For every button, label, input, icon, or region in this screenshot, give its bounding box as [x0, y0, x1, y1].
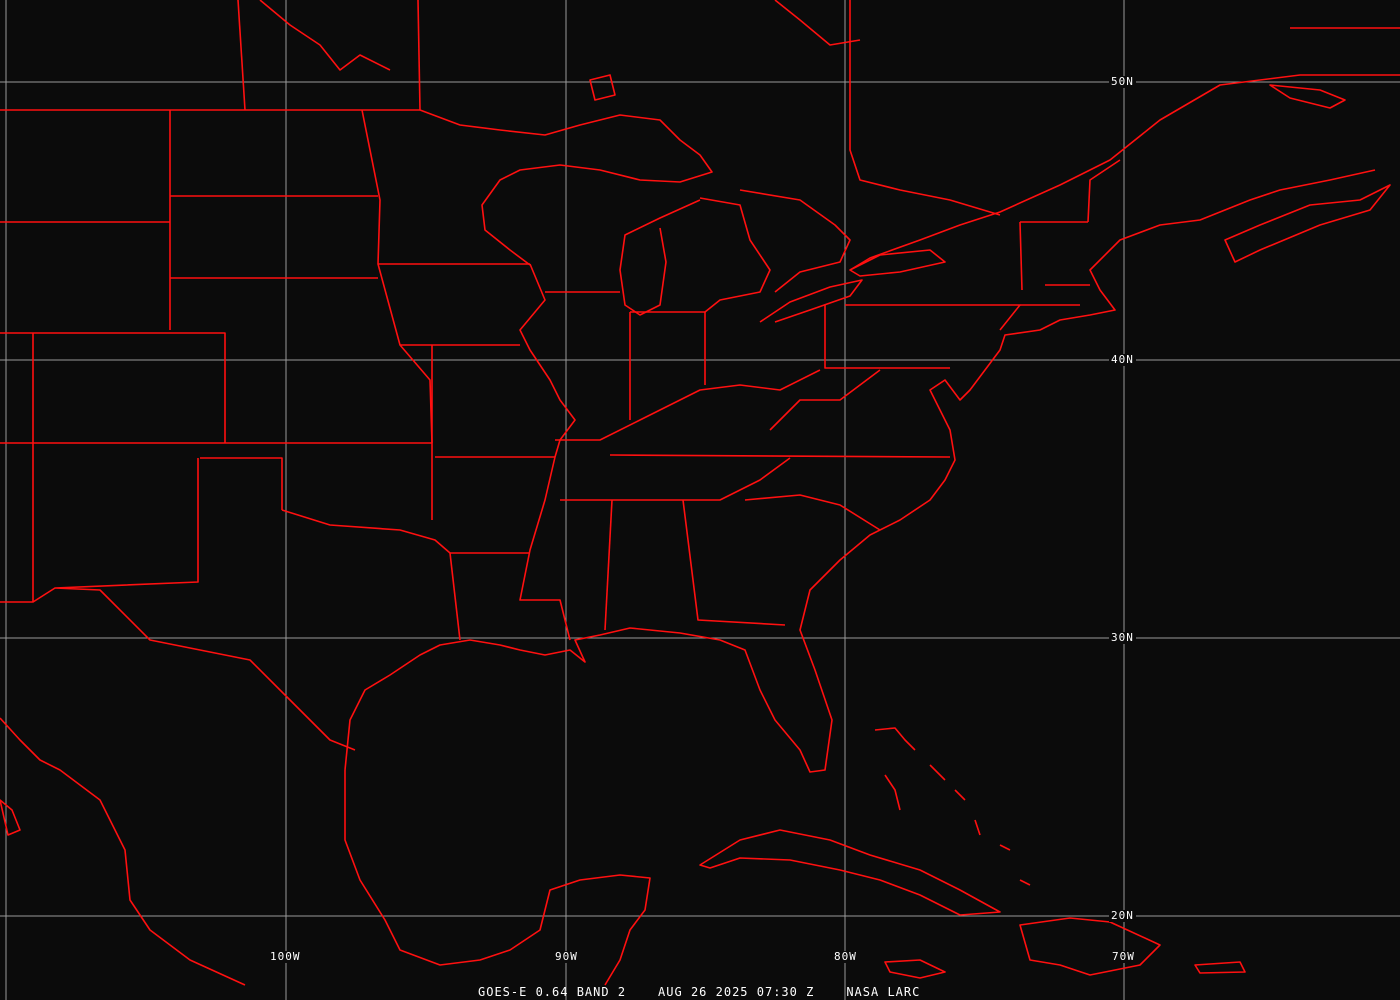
- image-caption: GOES-E 0.64 BAND 2 AUG 26 2025 07:30 Z NAS…: [478, 986, 952, 999]
- satellite-band: GOES-E 0.64 BAND 2: [478, 985, 627, 999]
- lat-label-50n: 50N: [1109, 75, 1136, 88]
- lat-label-40n: 40N: [1109, 353, 1136, 366]
- lon-label-100w: 100W: [268, 950, 303, 963]
- lon-label-80w: 80W: [832, 950, 859, 963]
- islands: [0, 84, 1391, 979]
- lat-label-20n: 20N: [1109, 909, 1136, 922]
- lon-label-70w: 70W: [1110, 950, 1137, 963]
- timestamp: AUG 26 2025 07:30 Z: [658, 985, 815, 999]
- credit: NASA LARC: [846, 985, 921, 999]
- great-lakes: [419, 74, 946, 323]
- lat-label-30n: 30N: [1109, 631, 1136, 644]
- state-borders: [0, 109, 1121, 751]
- lon-label-90w: 90W: [553, 950, 580, 963]
